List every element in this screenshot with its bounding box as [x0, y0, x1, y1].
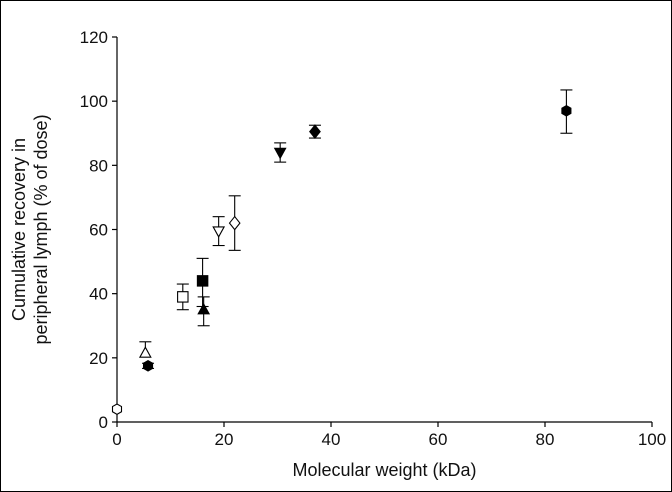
y-tick-label: 0	[99, 413, 108, 432]
open-diamond-marker	[228, 215, 241, 231]
open-hexagon-marker	[111, 403, 123, 416]
x-tick-label: 20	[215, 430, 234, 449]
y-tick-label: 80	[89, 156, 108, 175]
filled-hexagon-marker	[142, 360, 154, 372]
y-axis-title-line-1: Cumulative recovery in	[9, 138, 29, 321]
x-axis-title: Molecular weight (kDa)	[292, 460, 476, 480]
data-point	[560, 89, 573, 134]
x-tick-label: 80	[536, 430, 555, 449]
data-point	[176, 283, 189, 311]
x-ticks: 0 20 40 60 80 100	[112, 422, 666, 449]
x-tick-label: 100	[638, 430, 666, 449]
y-axis-title-line-2: peripheral lymph (% of dose)	[31, 114, 51, 344]
filled-hexagon-marker	[561, 104, 572, 117]
y-tick-label: 120	[80, 28, 108, 47]
data-point	[212, 216, 226, 247]
filled-triangle-down-marker	[273, 147, 287, 160]
open-square-marker	[177, 291, 189, 303]
data-point	[197, 296, 211, 327]
open-triangle-down-marker	[212, 226, 226, 238]
y-tick-label: 40	[89, 285, 108, 304]
data-point	[308, 124, 321, 140]
x-tick-label: 40	[322, 430, 341, 449]
open-triangle-up-marker	[138, 346, 152, 358]
filled-diamond-marker	[309, 124, 321, 140]
data-point	[228, 195, 241, 251]
y-tick-label: 100	[80, 92, 108, 111]
x-tick-label: 60	[429, 430, 448, 449]
y-tick-label: 60	[89, 221, 108, 240]
x-tick-label: 0	[112, 430, 121, 449]
data-points	[111, 89, 573, 416]
data-point	[138, 341, 152, 358]
y-ticks: 0 20 40 60 80 100 120	[80, 28, 117, 432]
filled-square-marker	[196, 275, 209, 287]
data-point	[196, 257, 209, 308]
data-point	[142, 360, 155, 372]
data-point	[273, 142, 287, 163]
filled-triangle-up-marker	[197, 302, 211, 315]
axes	[116, 37, 652, 423]
y-tick-label: 20	[89, 349, 108, 368]
data-point	[111, 403, 123, 416]
